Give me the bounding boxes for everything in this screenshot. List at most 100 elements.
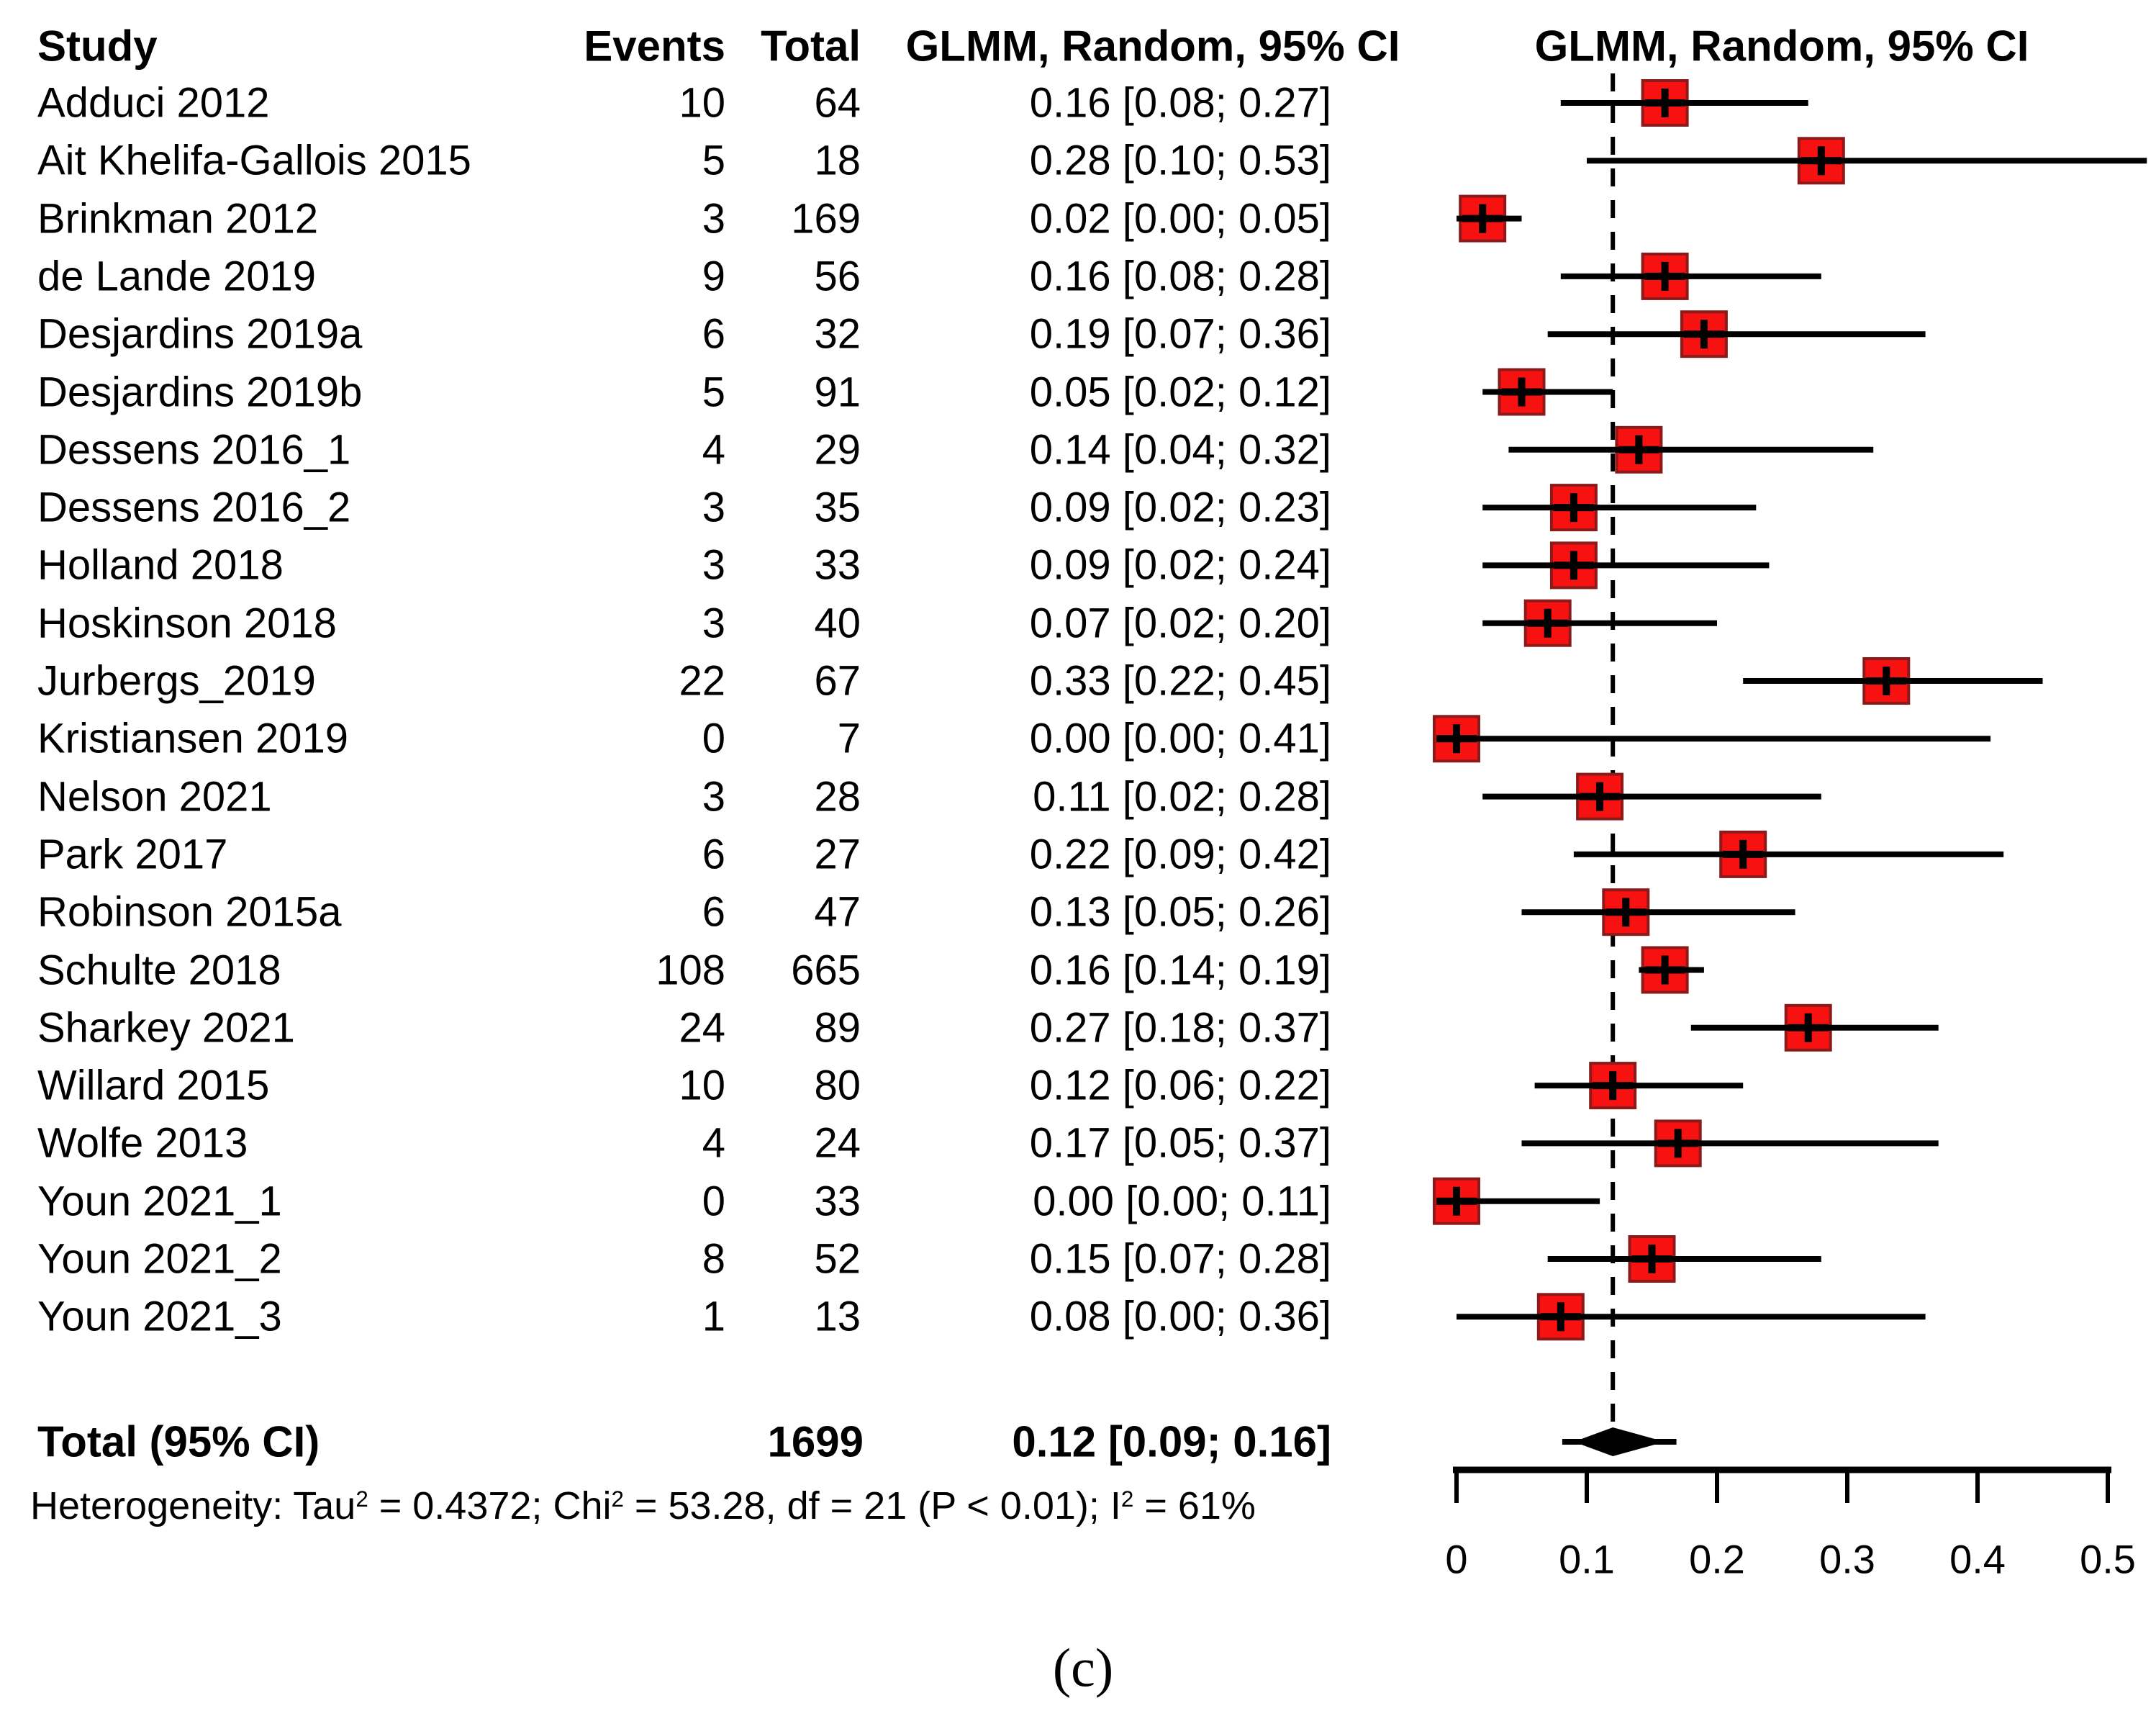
ci-value: 0.16 [0.08; 0.28] — [1029, 253, 1331, 300]
ci-value: 0.16 [0.08; 0.27] — [1029, 79, 1331, 127]
ci-value: 0.19 [0.07; 0.36] — [1029, 310, 1331, 358]
study-name: Desjardins 2019b — [37, 369, 363, 415]
ci-value: 0.14 [0.04; 0.32] — [1029, 426, 1331, 474]
col-header-study: Study — [37, 22, 158, 71]
total-value: 27 — [814, 831, 861, 878]
ci-value: 0.05 [0.02; 0.12] — [1029, 369, 1331, 415]
total-value: 29 — [814, 426, 861, 474]
study-name: Ait Khelifa-Gallois 2015 — [37, 137, 471, 184]
events-value: 4 — [702, 1119, 725, 1167]
events-value: 6 — [702, 310, 725, 358]
study-name: Kristiansen 2019 — [37, 715, 349, 762]
events-value: 0 — [702, 715, 725, 762]
total-value: 64 — [814, 79, 861, 127]
study-name: Youn 2021_3 — [37, 1293, 282, 1340]
events-value: 1 — [702, 1293, 725, 1340]
superscript-2: 2 — [611, 1486, 624, 1512]
events-value: 10 — [679, 1062, 725, 1109]
ci-value: 0.02 [0.00; 0.05] — [1029, 195, 1331, 243]
study-name: Dessens 2016_2 — [37, 484, 351, 531]
total-value: 18 — [814, 137, 861, 184]
plot-column-header: GLMM, Random, 95% CI — [1534, 22, 2029, 71]
total-value: 665 — [791, 947, 861, 993]
ci-value: 0.15 [0.07; 0.28] — [1029, 1235, 1331, 1283]
study-name: Robinson 2015a — [37, 888, 342, 936]
total-value: 35 — [814, 484, 861, 531]
study-name: Willard 2015 — [37, 1062, 270, 1109]
total-value: 47 — [814, 888, 861, 936]
events-value: 9 — [702, 253, 725, 300]
ci-value: 0.12 [0.06; 0.22] — [1029, 1062, 1331, 1109]
x-axis-tick-label: 0.2 — [1689, 1536, 1745, 1582]
ci-value: 0.07 [0.02; 0.20] — [1029, 600, 1331, 647]
total-row-n: 1699 — [767, 1417, 864, 1466]
total-value: 89 — [814, 1004, 861, 1052]
ci-value: 0.09 [0.02; 0.24] — [1029, 541, 1331, 589]
heterogeneity-note: Heterogeneity: Tau2 = 0.4372; Chi2 = 53.… — [30, 1484, 1256, 1528]
events-value: 8 — [702, 1235, 725, 1283]
study-name: Jurbergs_2019 — [37, 657, 316, 705]
ci-value: 0.16 [0.14; 0.19] — [1029, 947, 1331, 993]
study-name: Youn 2021_2 — [37, 1235, 282, 1283]
events-value: 24 — [679, 1004, 725, 1052]
study-name: Park 2017 — [37, 831, 228, 878]
events-value: 3 — [702, 195, 725, 243]
study-name: Hoskinson 2018 — [37, 600, 337, 647]
heterogeneity-text: = 53.28, df = 21 (P < 0.01); I — [623, 1484, 1121, 1527]
ci-value: 0.17 [0.05; 0.37] — [1029, 1119, 1331, 1167]
events-value: 3 — [702, 773, 725, 821]
study-name: Desjardins 2019a — [37, 310, 363, 358]
total-value: 13 — [814, 1293, 861, 1340]
x-axis-tick-label: 0.4 — [1949, 1536, 2006, 1582]
col-header-events: Events — [584, 22, 725, 71]
ci-value: 0.13 [0.05; 0.26] — [1029, 888, 1331, 936]
events-value: 3 — [702, 484, 725, 531]
events-value: 6 — [702, 831, 725, 878]
total-value: 24 — [814, 1119, 861, 1167]
total-row-label: Total (95% CI) — [37, 1417, 320, 1466]
study-name: Nelson 2021 — [37, 773, 272, 821]
ci-value: 0.09 [0.02; 0.23] — [1029, 484, 1331, 531]
study-name: Holland 2018 — [37, 541, 284, 589]
ci-value: 0.00 [0.00; 0.11] — [1033, 1178, 1331, 1225]
events-value: 22 — [679, 657, 725, 705]
study-name: Brinkman 2012 — [37, 195, 319, 243]
study-name: Dessens 2016_1 — [37, 426, 351, 474]
total-value: 33 — [814, 1178, 861, 1225]
ci-value: 0.00 [0.00; 0.41] — [1029, 715, 1331, 762]
events-value: 4 — [702, 426, 725, 474]
subfigure-caption: (c) — [1052, 1638, 1114, 1699]
total-value: 80 — [814, 1062, 861, 1109]
total-value: 32 — [814, 310, 861, 358]
study-name: Schulte 2018 — [37, 947, 281, 993]
events-value: 0 — [702, 1178, 725, 1225]
total-row-ci: 0.12 [0.09; 0.16] — [1012, 1417, 1331, 1466]
total-value: 28 — [814, 773, 861, 821]
study-name: Sharkey 2021 — [37, 1004, 295, 1052]
study-name: de Lande 2019 — [37, 253, 317, 300]
total-value: 7 — [837, 715, 861, 762]
events-value: 3 — [702, 600, 725, 647]
heterogeneity-text: = 61% — [1133, 1484, 1256, 1527]
study-name: Youn 2021_1 — [37, 1178, 282, 1225]
pooled-diamond — [1573, 1427, 1665, 1456]
events-value: 3 — [702, 541, 725, 589]
superscript-2: 2 — [1120, 1486, 1134, 1512]
heterogeneity-text: Heterogeneity: Tau — [30, 1484, 356, 1527]
heterogeneity-text: = 0.4372; Chi — [368, 1484, 612, 1527]
study-name: Wolfe 2013 — [37, 1119, 248, 1167]
total-value: 40 — [814, 600, 861, 647]
x-axis-tick-label: 0.5 — [2080, 1536, 2136, 1582]
ci-value: 0.22 [0.09; 0.42] — [1029, 831, 1331, 878]
x-axis-tick-label: 0 — [1445, 1536, 1468, 1582]
ci-value: 0.28 [0.10; 0.53] — [1029, 137, 1331, 184]
events-value: 108 — [656, 947, 725, 993]
ci-value: 0.08 [0.00; 0.36] — [1029, 1293, 1331, 1340]
x-axis-tick-label: 0.3 — [1819, 1536, 1875, 1582]
study-name: Adduci 2012 — [37, 79, 270, 127]
total-value: 91 — [814, 369, 861, 415]
total-value: 56 — [814, 253, 861, 300]
events-value: 5 — [702, 137, 725, 184]
total-value: 169 — [791, 195, 861, 243]
